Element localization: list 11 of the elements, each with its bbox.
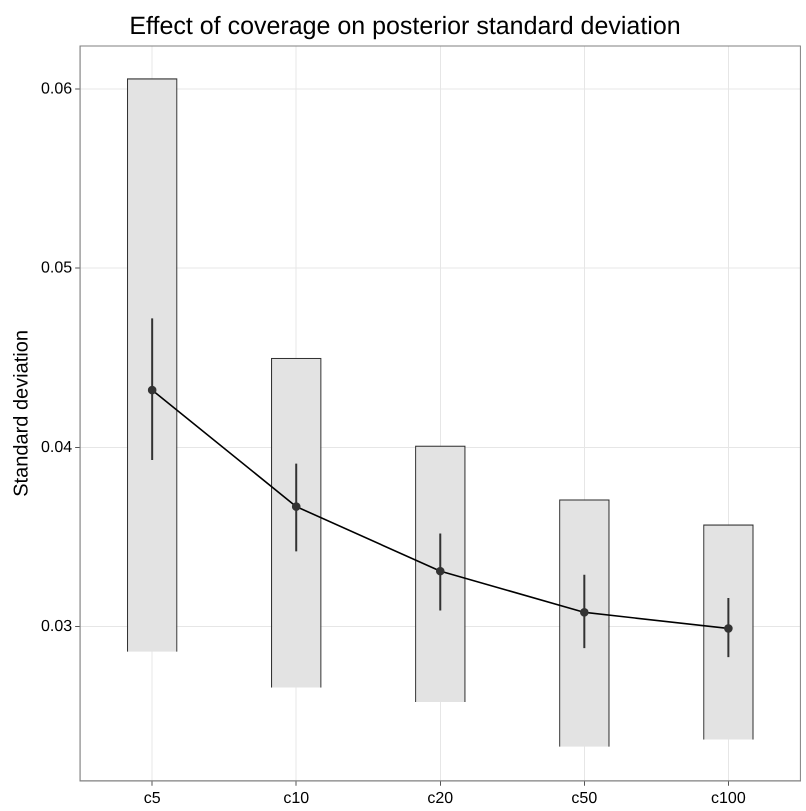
x-tick-label: c10 <box>283 790 310 807</box>
y-tick-label: 0.03 <box>41 618 72 636</box>
y-tick-label: 0.04 <box>41 438 72 456</box>
x-tick-label: c5 <box>144 790 161 807</box>
y-axis-title: Standard deviation <box>10 330 33 497</box>
y-tick-label: 0.06 <box>41 80 72 98</box>
chart-title: Effect of coverage on posterior standard deviation <box>129 12 681 40</box>
x-tick-label: c20 <box>427 790 454 807</box>
y-tick-label: 0.05 <box>41 260 72 277</box>
x-tick-label: c100 <box>711 790 746 807</box>
x-tick-label: c50 <box>571 790 598 807</box>
